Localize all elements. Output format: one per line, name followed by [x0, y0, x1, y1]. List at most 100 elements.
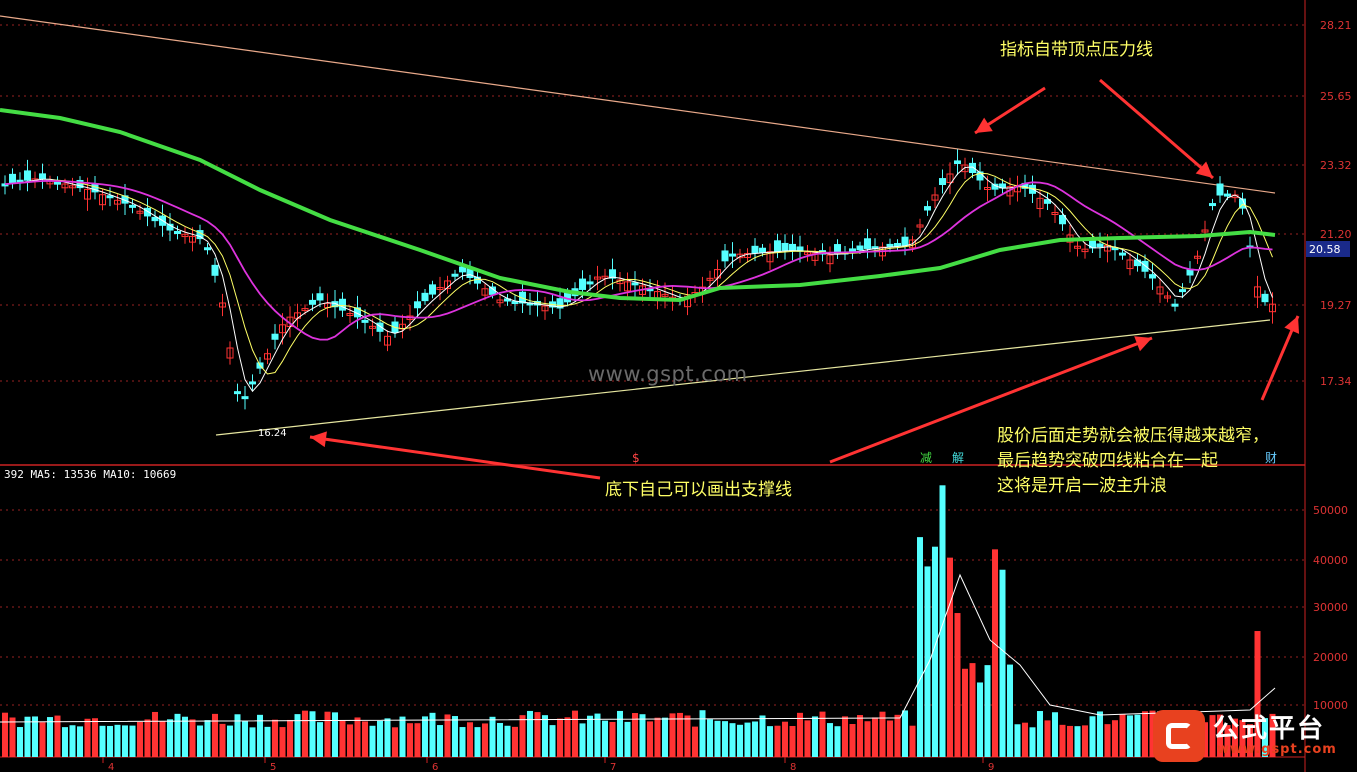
candle-body: [211, 264, 219, 276]
volume-bar: [924, 566, 931, 757]
volume-bar: [939, 485, 946, 757]
candle-body: [226, 347, 234, 359]
price-grid: [0, 24, 1305, 382]
candle-body: [384, 335, 391, 346]
volume-bar: [32, 716, 38, 757]
volume-bar: [482, 723, 488, 757]
candle-body: [369, 325, 376, 329]
candle-body: [594, 276, 601, 280]
candle-body: [856, 245, 864, 251]
volume-bar: [77, 726, 83, 757]
volume-bar: [714, 720, 721, 757]
candle-body: [1081, 248, 1089, 253]
volume-bar: [999, 569, 1006, 757]
volume-bar: [602, 720, 608, 757]
candle-body: [556, 298, 564, 309]
volume-bar: [887, 720, 893, 757]
low-price-marker: 16.24: [258, 428, 287, 439]
candles: [1, 149, 1276, 410]
candle-body: [1119, 252, 1126, 256]
candle-body: [69, 185, 76, 189]
volume-bar: [662, 717, 668, 757]
annotation-arrows: [309, 78, 1300, 480]
candle-body: [511, 301, 519, 305]
candle-body: [729, 253, 736, 257]
watermark: www.gspt.com: [588, 362, 748, 386]
volume-bar: [17, 727, 23, 757]
volume-bar: [827, 723, 833, 757]
current-price-tag: [1306, 241, 1350, 257]
arrow-to-peak-right: [1099, 78, 1214, 180]
volume-bar: [872, 717, 878, 757]
candle-body: [886, 243, 894, 247]
volume-bar: [992, 549, 998, 757]
candle-body: [219, 302, 226, 308]
volume-bar: [572, 710, 578, 757]
ma-lines: [0, 108, 1276, 393]
volume-bar: [317, 722, 323, 757]
volume-bar: [1247, 724, 1253, 757]
candle-body: [39, 173, 46, 180]
volume-bar: [1142, 711, 1148, 757]
candle-body: [264, 353, 271, 360]
volume-bar: [444, 714, 451, 757]
ma20-line: [4, 179, 1273, 341]
volume-bar: [272, 719, 278, 757]
candle-body: [129, 204, 136, 208]
volume-bar: [92, 718, 98, 757]
volume-bar: [564, 717, 571, 757]
candle-body: [931, 194, 939, 201]
candle-body: [1156, 286, 1164, 295]
volume-bar: [947, 557, 953, 757]
axis-labels: 28.21 25.65 23.32 21.20 19.27 17.34 20.58 50000…: [102, 19, 1352, 772]
volume-bar: [137, 721, 143, 757]
volume-bar: [159, 721, 166, 757]
volume-bar: [722, 721, 728, 757]
volume-bar: [917, 537, 923, 757]
volume-bar: [707, 719, 713, 757]
candle-body: [849, 248, 856, 252]
volume-bar: [969, 663, 976, 757]
candle-body: [181, 233, 189, 238]
volume-bar: [557, 718, 563, 757]
candle-body: [804, 251, 811, 255]
candle-body: [1141, 260, 1149, 272]
candle-body: [954, 160, 961, 164]
volume-bar: [347, 724, 353, 757]
candle-body: [706, 277, 714, 281]
candle-body: [759, 247, 766, 253]
volume-bar: [647, 721, 653, 757]
candle-body: [1261, 293, 1269, 303]
volume-bar: [894, 714, 901, 757]
volume-bar: [1007, 664, 1013, 757]
candle-body: [414, 301, 421, 309]
volume-bar: [954, 613, 961, 757]
candle-body: [1216, 183, 1224, 196]
candle-body: [969, 162, 976, 174]
candle-body: [541, 305, 549, 312]
volume-bar: [1209, 715, 1216, 757]
volume-bar: [834, 726, 841, 757]
volume-bar: [62, 727, 68, 757]
volume-bar: [752, 721, 758, 757]
event-marker: $: [632, 451, 640, 465]
volume-bar: [549, 725, 556, 757]
volume-tick-label: 20000: [1313, 651, 1348, 664]
volume-bar: [324, 711, 331, 757]
candle-body: [751, 245, 759, 254]
volume-bar: [249, 727, 256, 757]
candle-body: [826, 254, 834, 265]
candle-body: [781, 242, 789, 251]
volume-bar: [377, 720, 383, 757]
arrow-to-support-left-head: [310, 431, 327, 448]
volume-bar: [767, 726, 773, 757]
candle-body: [1269, 303, 1276, 313]
volume-bar: [512, 726, 518, 757]
candle-body: [1171, 303, 1179, 307]
ma60-line: [0, 108, 1276, 303]
candle-body: [916, 224, 924, 228]
candle-body: [864, 238, 871, 249]
candle-body: [721, 250, 729, 262]
candle-body: [331, 301, 339, 308]
volume-bar: [527, 710, 533, 757]
